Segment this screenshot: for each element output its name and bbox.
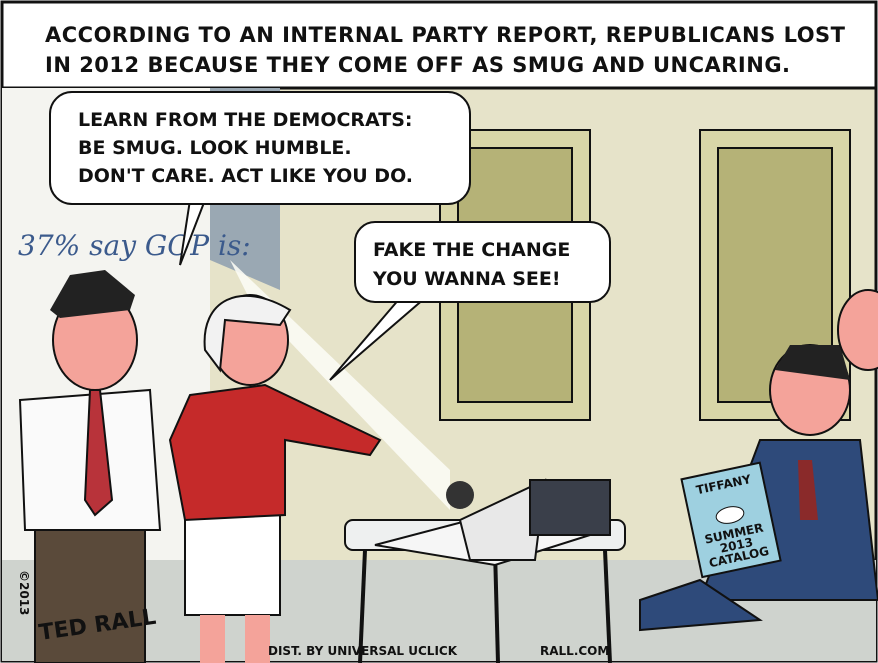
woman-part — [168, 383, 382, 522]
man-right-part — [798, 460, 818, 520]
board-title: 37% say GOP is: — [18, 229, 251, 262]
woman-part — [184, 509, 281, 616]
table-part — [529, 479, 611, 536]
man-left-part — [34, 519, 146, 663]
man-right: TIFFANY SUMMER 2013 CATALOG — [639, 289, 878, 632]
table — [344, 478, 626, 663]
caption-line: IN 2012 BECAUSE THEY COME OFF AS SMUG AN… — [45, 53, 791, 77]
bubble-line: YOU WANNA SEE! — [372, 268, 561, 290]
caption-box — [0, 0, 878, 90]
copyright: ©2013 — [17, 570, 31, 615]
table-part — [458, 478, 547, 561]
woman-part — [245, 615, 270, 663]
woman-part — [203, 294, 292, 373]
bubble-line: DON'T CARE. ACT LIKE YOU DO. — [78, 165, 413, 187]
speech-bubble — [329, 221, 611, 381]
table-part — [493, 549, 500, 663]
woman-part — [200, 615, 225, 663]
speech-bubble-part — [49, 91, 471, 205]
man-right-part: TIFFANY SUMMER 2013 CATALOG — [680, 461, 782, 579]
distributor: DIST. BY UNIVERSAL UCLICK — [268, 644, 458, 658]
speech-bubble — [49, 91, 471, 266]
magazine-text: 2013 — [719, 535, 755, 556]
table-part — [603, 549, 612, 663]
table-part — [358, 549, 367, 663]
caption-line: ACCORDING TO AN INTERNAL PARTY REPORT, R… — [45, 23, 846, 47]
woman — [168, 294, 382, 663]
man-right-part — [775, 345, 850, 380]
bubble-line: LEARN FROM THE DEMOCRATS: — [78, 109, 413, 131]
man-right-part — [837, 289, 878, 371]
site: RALL.COM — [540, 644, 609, 658]
man-left — [18, 270, 162, 663]
speech-bubble-part — [354, 221, 611, 303]
man-right-part-part — [715, 506, 745, 524]
bubble-line: FAKE THE CHANGE — [373, 239, 570, 261]
bubble-line: BE SMUG. LOOK HUMBLE. — [78, 137, 352, 159]
table-part — [446, 481, 474, 509]
man-left-part — [50, 270, 135, 318]
man-right-part — [639, 578, 763, 632]
